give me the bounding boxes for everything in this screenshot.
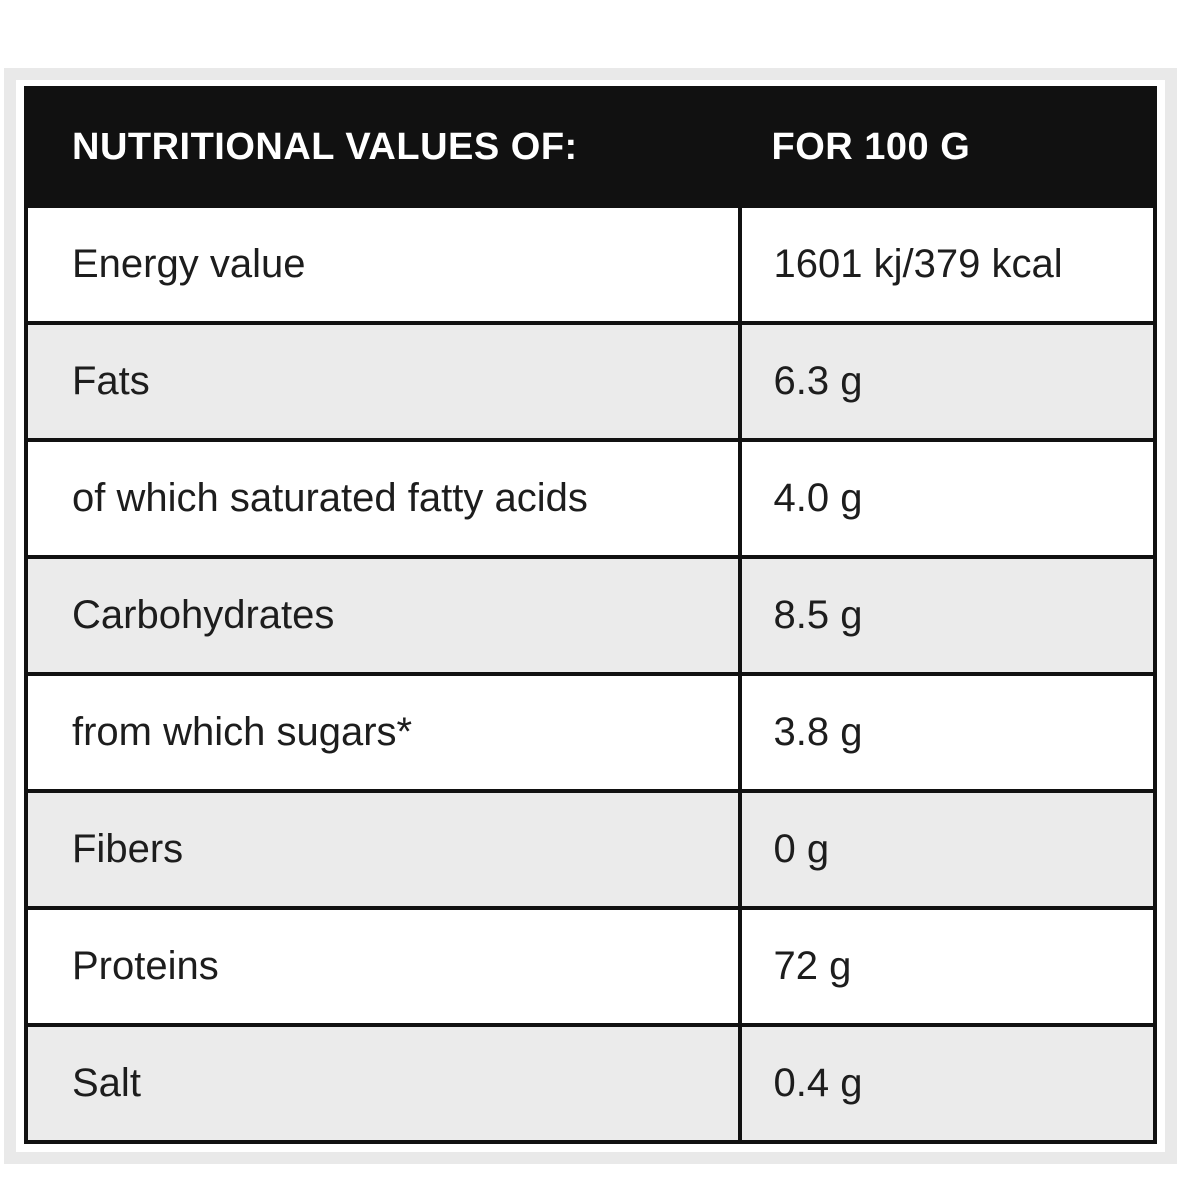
table-row: from which sugars* 3.8 g: [24, 672, 1158, 793]
header-label-column: NUTRITIONAL VALUES OF:: [26, 88, 740, 206]
row-value-energy: 1601 kj/379 kcal: [737, 204, 1158, 325]
table-body: Energy value 1601 kj/379 kcal Fats 6.3 g…: [24, 204, 1158, 1144]
row-value-fats: 6.3 g: [737, 321, 1158, 442]
row-value-sugars: 3.8 g: [737, 672, 1158, 793]
nutrition-table: NUTRITIONAL VALUES OF: FOR 100 G Energy …: [24, 86, 1158, 1144]
row-label-sugars: from which sugars*: [24, 672, 742, 793]
table-row: of which saturated fatty acids 4.0 g: [24, 438, 1158, 559]
header-value-column: FOR 100 G: [739, 88, 1155, 206]
row-label-carbohydrates: Carbohydrates: [24, 555, 742, 676]
row-label-proteins: Proteins: [24, 906, 742, 1027]
row-label-fats: Fats: [24, 321, 742, 442]
row-value-salt: 0.4 g: [737, 1023, 1158, 1144]
row-label-fibers: Fibers: [24, 789, 742, 910]
table-row: Energy value 1601 kj/379 kcal: [24, 204, 1158, 325]
row-value-carbohydrates: 8.5 g: [737, 555, 1158, 676]
table-row: Salt 0.4 g: [24, 1023, 1158, 1144]
row-value-proteins: 72 g: [737, 906, 1158, 1027]
table-header: NUTRITIONAL VALUES OF: FOR 100 G: [26, 88, 1155, 206]
row-label-saturated-fats: of which saturated fatty acids: [24, 438, 742, 559]
table-row: Fats 6.3 g: [24, 321, 1158, 442]
row-value-saturated-fats: 4.0 g: [737, 438, 1158, 559]
nutrition-label-frame: NUTRITIONAL VALUES OF: FOR 100 G Energy …: [4, 68, 1177, 1164]
table-row: Proteins 72 g: [24, 906, 1158, 1027]
row-label-energy: Energy value: [24, 204, 742, 325]
table-row: Fibers 0 g: [24, 789, 1158, 910]
table-row: Carbohydrates 8.5 g: [24, 555, 1158, 676]
row-value-fibers: 0 g: [737, 789, 1158, 910]
header-row: NUTRITIONAL VALUES OF: FOR 100 G: [26, 88, 1155, 206]
row-label-salt: Salt: [24, 1023, 742, 1144]
